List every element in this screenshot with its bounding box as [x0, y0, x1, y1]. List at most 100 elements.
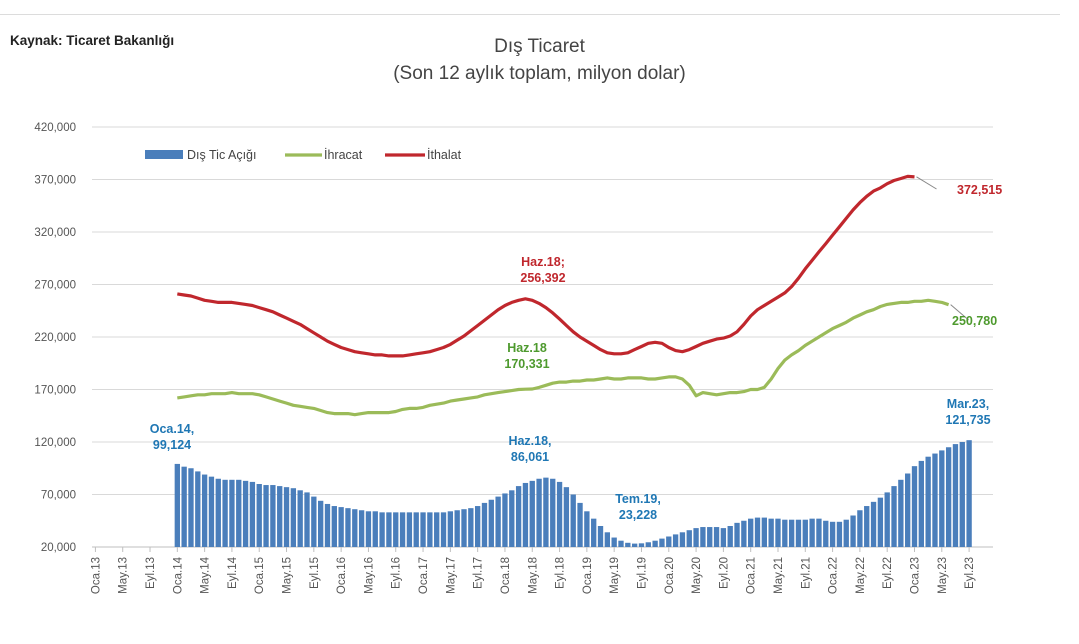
x-tick-label: Eyl.23	[964, 557, 976, 589]
deficit-bar	[399, 512, 406, 547]
deficit-start-label: Oca.14,	[150, 422, 194, 436]
chart-title: Dış Ticaret	[494, 36, 585, 57]
deficit-bar	[379, 512, 385, 547]
deficit-bar	[768, 518, 774, 547]
deficit-bar	[584, 511, 590, 547]
x-tick-label: May.22	[855, 557, 867, 594]
deficit-bar	[386, 512, 392, 547]
deficit-bar	[229, 479, 235, 547]
deficit-bar	[208, 476, 215, 547]
deficit-bar	[318, 500, 324, 547]
x-tick-label: Eyl.17	[473, 557, 485, 589]
deficit-bar	[420, 512, 426, 547]
deficit-bar	[495, 496, 501, 547]
deficit-bar	[488, 499, 494, 547]
deficit-bar	[652, 540, 658, 547]
deficit-bar	[468, 508, 474, 547]
x-tick-label: May.16	[363, 557, 375, 594]
deficit-bar	[447, 511, 454, 547]
deficit-bar	[372, 511, 378, 547]
x-tick-label: May.17	[445, 557, 457, 594]
y-tick-label: 320,000	[34, 227, 76, 239]
legend-label-imports: İthalat	[427, 148, 462, 162]
x-tick-label: Eyl.15	[309, 557, 321, 589]
deficit-bar	[679, 532, 686, 547]
deficit-bar	[331, 506, 337, 547]
deficit-bar	[345, 508, 351, 547]
deficit-bar	[577, 502, 583, 547]
deficit-bar	[393, 512, 399, 547]
deficit-bar	[823, 520, 829, 547]
deficit-bar	[236, 479, 242, 547]
imports-end-leader	[916, 176, 937, 190]
deficit-end-label: 121,735	[945, 413, 990, 427]
deficit-bar	[242, 480, 249, 547]
x-tick-label: Oca.17	[418, 557, 430, 594]
deficit-bar	[918, 460, 924, 547]
deficit-bar	[434, 512, 440, 547]
exports-line	[177, 298, 950, 417]
y-tick-label: 120,000	[34, 437, 76, 449]
x-tick-label: Eyl.21	[800, 557, 812, 589]
deficit-bar	[215, 478, 221, 547]
y-tick-label: 20,000	[41, 542, 76, 554]
legend-label-exports: İhracat	[324, 148, 363, 162]
deficit-bar	[461, 509, 467, 547]
x-tick-label: Eyl.19	[636, 557, 648, 589]
deficit-peak-label: 86,061	[511, 450, 549, 464]
deficit-bar	[556, 481, 563, 547]
deficit-bar	[905, 473, 911, 547]
deficit-bar	[256, 484, 262, 547]
deficit-bar	[754, 517, 761, 547]
x-tick-label: Oca.18	[500, 557, 512, 594]
deficit-bar	[597, 526, 604, 547]
deficit-bar	[932, 453, 938, 547]
imports-peak-label: 256,392	[520, 271, 565, 285]
deficit-bar	[891, 486, 897, 547]
deficit-bar	[959, 442, 965, 547]
deficit-bar	[925, 456, 931, 547]
deficit-bar	[713, 527, 720, 547]
deficit-peak-label: Haz.18,	[508, 434, 551, 448]
deficit-bar	[481, 502, 488, 547]
deficit-bar	[365, 511, 372, 547]
deficit-bar	[324, 503, 331, 547]
deficit-bar	[522, 482, 529, 547]
top-divider	[0, 14, 1060, 15]
deficit-bar	[515, 486, 522, 547]
x-tick-label: Eyl.14	[227, 556, 239, 589]
legend-swatch-deficit	[145, 150, 183, 159]
y-tick-label: 220,000	[34, 332, 76, 344]
deficit-bar	[659, 538, 665, 547]
deficit-end-label: Mar.23,	[947, 397, 989, 411]
deficit-bar	[816, 518, 822, 547]
x-tick-label: May.15	[282, 557, 294, 594]
deficit-bar	[297, 490, 303, 547]
deficit-bar	[877, 497, 884, 547]
exports-peak-label: 170,331	[504, 357, 549, 371]
deficit-bar	[966, 440, 972, 547]
exports-end-leader	[950, 304, 969, 321]
deficit-bar	[864, 506, 870, 547]
deficit-bar	[707, 527, 713, 547]
deficit-bar	[638, 543, 645, 547]
deficit-bar	[222, 479, 228, 547]
deficit-start-label: 99,124	[153, 438, 191, 452]
x-tick-label: Eyl.18	[555, 557, 567, 589]
deficit-bar	[413, 512, 419, 547]
deficit-bar	[672, 534, 679, 547]
deficit-bar	[195, 471, 201, 547]
deficit-bar	[570, 494, 576, 547]
deficit-bar	[263, 485, 269, 547]
deficit-bar	[543, 477, 549, 547]
deficit-bar	[795, 519, 802, 547]
x-tick-label: Eyl.16	[391, 557, 403, 589]
deficit-bar	[686, 530, 692, 547]
deficit-bar	[802, 519, 808, 547]
x-tick-label: Eyl.20	[718, 557, 730, 589]
deficit-bar	[283, 487, 290, 547]
deficit-low-label: 23,228	[619, 508, 657, 522]
deficit-bar	[836, 521, 843, 547]
deficit-bar	[645, 542, 651, 547]
